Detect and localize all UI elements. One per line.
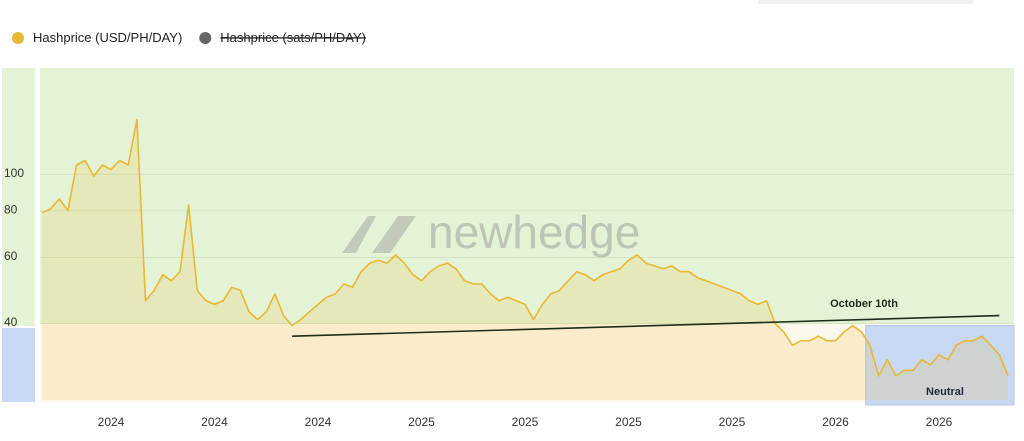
top-bar — [758, 0, 973, 4]
x-tick-label: 2025 — [719, 415, 746, 429]
legend-marker[interactable] — [199, 32, 212, 44]
x-tick-label: 2024 — [305, 415, 332, 429]
axis-zone-blue — [2, 328, 35, 402]
zone — [40, 323, 1014, 402]
y-tick-label: 40 — [4, 315, 18, 329]
zones — [40, 68, 1015, 406]
highlight-label: Neutral — [926, 386, 964, 398]
x-tick-label: 2025 — [615, 415, 642, 429]
legend-marker[interactable] — [12, 32, 24, 44]
line — [41, 118, 1009, 377]
x-tick-label: 2026 — [822, 415, 849, 429]
zone — [40, 68, 1014, 324]
legend-label[interactable]: Hashprice (sats/PH/DAY) — [220, 30, 366, 45]
area — [42, 119, 1008, 400]
trend-label: October 10th — [830, 298, 898, 310]
grid: 40 60 80 100 2024 2024 2024 2025 2025 2025 2025 202… — [4, 166, 1014, 429]
watermark-group: newhedge — [342, 206, 640, 258]
x-tick-label: 2026 — [926, 415, 953, 429]
watermark: newhedge — [428, 206, 640, 258]
x-tick-label: 2025 — [408, 415, 435, 429]
trend-line — [292, 314, 1000, 338]
y-tick-label: 60 — [4, 249, 18, 263]
y-tick-label: 80 — [4, 202, 18, 216]
legend-label[interactable]: Hashprice (USD/PH/DAY) — [33, 30, 182, 45]
x-tick-label: 2024 — [98, 415, 125, 429]
watermark-logo — [372, 216, 416, 253]
x-tick-label: 2025 — [512, 415, 539, 429]
axis-zone-green — [2, 68, 35, 326]
plot: October 10th Neutral — [41, 118, 1009, 400]
legend: Hashprice (USD/PH/DAY) Hashprice (sats/PH… — [12, 30, 366, 45]
x-tick-label: 2024 — [201, 415, 228, 429]
watermark-logo — [342, 216, 376, 253]
y-tick-label: 100 — [4, 166, 24, 180]
